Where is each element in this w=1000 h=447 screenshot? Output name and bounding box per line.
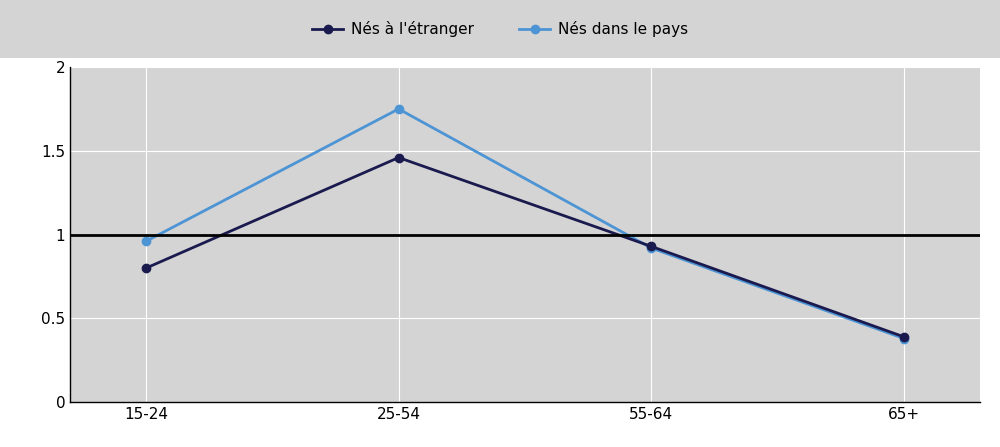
Legend: Nés à l'étranger, Nés dans le pays: Nés à l'étranger, Nés dans le pays (306, 15, 694, 43)
Nés dans le pays (393, 106, 405, 112)
Nés dans le pays (140, 239, 152, 244)
Nés à l'étranger (898, 334, 910, 340)
Nés à l'étranger (140, 266, 152, 271)
Line: Nés à l'étranger: Nés à l'étranger (142, 153, 908, 341)
Line: Nés dans le pays: Nés dans le pays (142, 105, 908, 343)
Nés dans le pays (645, 245, 657, 251)
Nés à l'étranger (645, 244, 657, 249)
Nés à l'étranger (393, 155, 405, 160)
Nés dans le pays (898, 336, 910, 342)
